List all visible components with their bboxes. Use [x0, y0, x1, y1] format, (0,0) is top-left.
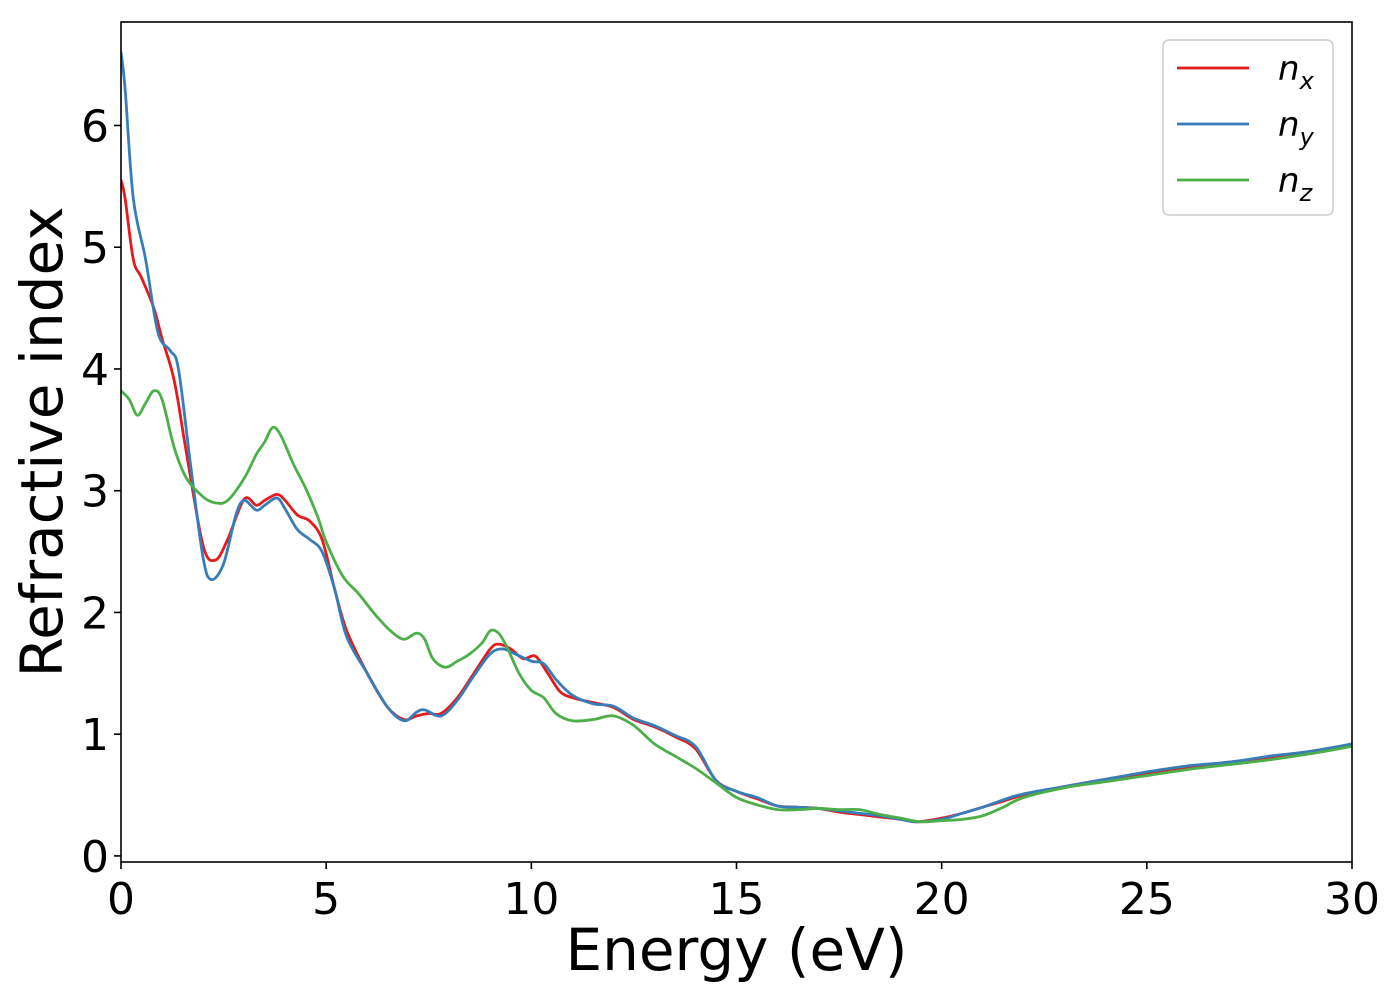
series-line-y	[121, 51, 1352, 824]
x-axis-label: Energy (eV)	[565, 916, 907, 984]
series-line-z	[121, 389, 1352, 824]
legend-label-base: n	[1278, 105, 1300, 145]
legend-label-x: nx	[1278, 49, 1315, 95]
legend-label-base: n	[1278, 49, 1300, 89]
legend-label-subscript: z	[1299, 179, 1314, 207]
y-tick-label: 0	[81, 832, 109, 883]
series-line-x	[121, 178, 1352, 824]
y-tick-label: 6	[81, 101, 109, 152]
legend-label-base: n	[1278, 161, 1300, 201]
legend-box	[1162, 39, 1334, 216]
x-tick-label: 0	[107, 874, 135, 925]
y-tick-label: 1	[81, 710, 109, 761]
y-tick-label: 4	[81, 345, 109, 396]
x-tick-label: 15	[709, 874, 765, 925]
x-tick-label: 5	[312, 874, 340, 925]
legend-label-y: ny	[1278, 105, 1315, 151]
y-tick-label: 3	[81, 467, 109, 518]
series-layer	[121, 51, 1352, 824]
x-tick-label: 30	[1324, 874, 1380, 925]
y-tick-label: 2	[81, 588, 109, 639]
legend-label-subscript: x	[1299, 67, 1315, 95]
y-axis-label: Refractive index	[8, 206, 76, 677]
y-axis-ticks: 0 1 2 3 4 5 6	[81, 101, 121, 883]
x-tick-label: 25	[1119, 874, 1175, 925]
x-axis-ticks: 0 5 10 15 20 25 30	[107, 862, 1380, 925]
x-tick-label: 10	[503, 874, 559, 925]
x-tick-label: 20	[914, 874, 970, 925]
legend-label-z: nz	[1278, 161, 1314, 207]
y-tick-label: 5	[81, 223, 109, 274]
legend-label-subscript: y	[1299, 123, 1315, 151]
